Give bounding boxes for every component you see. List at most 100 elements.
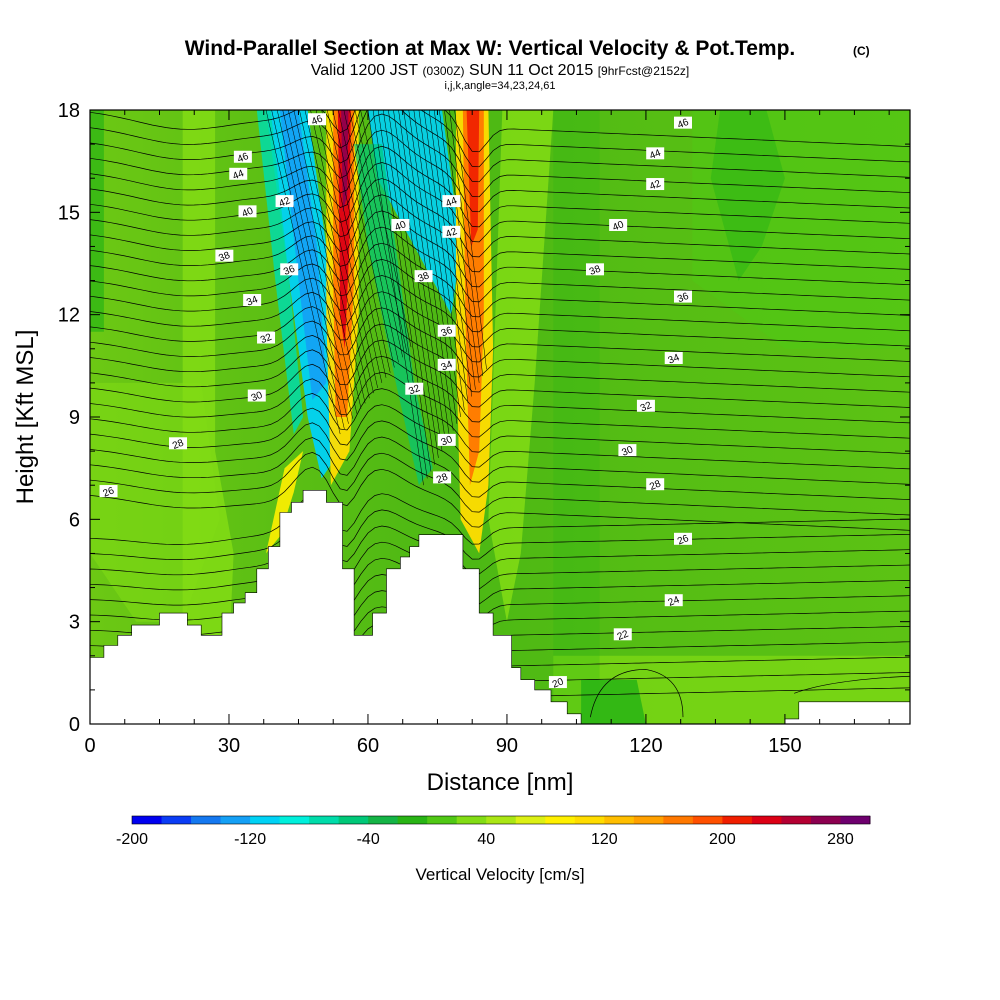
x-axis-label: Distance [nm] xyxy=(427,769,574,796)
isentrope-line xyxy=(326,110,387,378)
isentrope-line xyxy=(90,420,910,485)
colorbar-frame xyxy=(131,815,871,825)
contour-label: 30 xyxy=(620,444,635,459)
colorbar-segment xyxy=(161,816,192,824)
contour-label-box xyxy=(613,628,632,641)
contour-label: 34 xyxy=(440,359,455,374)
isentrope-line xyxy=(90,145,910,228)
colorbar-segment xyxy=(132,816,163,824)
contour-label: 40 xyxy=(240,205,255,220)
contour-label: 40 xyxy=(393,219,408,234)
colorbar-segment xyxy=(840,816,871,824)
updraft-band xyxy=(462,110,484,486)
contour-label-box xyxy=(391,218,410,231)
colorbar-segment xyxy=(250,816,281,824)
contour-labels: 20 22 24 26 26 28 28 28 30 30 30 32 32 32 34 34 34 36 36 36… xyxy=(99,113,692,691)
isentrope-line xyxy=(589,669,684,718)
field-band xyxy=(488,110,554,622)
terrain-mask xyxy=(90,490,910,724)
colorbar-segment xyxy=(427,816,458,824)
updraft-low xyxy=(266,451,304,554)
contour-label-box xyxy=(673,116,692,129)
contour-label-box xyxy=(673,290,692,303)
y-tick-label: 0 xyxy=(69,714,80,736)
isentrope-line xyxy=(90,210,910,288)
isentrope-line xyxy=(360,110,412,348)
contour-label: 40 xyxy=(611,219,626,234)
isentrope-line xyxy=(310,110,374,394)
subtitle-valid: Valid 1200 JST xyxy=(311,62,419,79)
isentrope-line xyxy=(90,242,910,318)
isentrope-line xyxy=(444,110,480,383)
grid-info: i,j,k,angle=34,23,24,61 xyxy=(444,80,555,92)
isentrope-line xyxy=(90,355,910,424)
isentrope-line xyxy=(271,110,345,429)
isentrope-line xyxy=(90,110,910,153)
subtitle-forecast: [9hrFcst@2152z] xyxy=(598,64,690,78)
contour-label: 36 xyxy=(440,325,455,340)
isentrope-line xyxy=(794,675,910,694)
subtitle-line: Valid 1200 JST (0300Z) SUN 11 Oct 2015 [… xyxy=(311,62,690,79)
x-tick-label: 90 xyxy=(496,735,518,757)
isentrope-line xyxy=(343,110,399,363)
updraft-core xyxy=(466,110,480,247)
contour-label: 44 xyxy=(444,195,459,210)
isentrope-line xyxy=(90,259,910,333)
contour-label-box xyxy=(233,150,252,163)
contour-label-box xyxy=(646,478,665,491)
title-copyright-mark: (C) xyxy=(853,44,870,58)
colorbar-tick-label: 40 xyxy=(477,831,495,848)
isentrope-line xyxy=(377,110,432,472)
x-tick-label: 60 xyxy=(357,735,379,757)
contour-label-box xyxy=(664,594,683,607)
isentrope-line xyxy=(454,110,487,370)
isentrope-line xyxy=(338,110,395,368)
isentrope-line xyxy=(90,452,910,516)
downdraft-edge xyxy=(256,110,304,435)
contour-label-box xyxy=(414,270,433,283)
isentrope-line xyxy=(90,178,910,258)
contour-label: 28 xyxy=(171,437,186,452)
contour-label: 20 xyxy=(551,676,566,691)
chart-title: Wind-Parallel Section at Max W: Vertical… xyxy=(185,37,796,60)
colorbar-segment xyxy=(574,816,605,824)
y-tick-label: 3 xyxy=(69,612,80,634)
contour-label-box xyxy=(243,294,262,307)
isentrope-line xyxy=(90,372,910,439)
field-band xyxy=(710,110,785,281)
contour-label: 46 xyxy=(236,151,251,166)
colorbar-segment xyxy=(309,816,340,824)
contour-label: 46 xyxy=(310,113,325,128)
contour-label: 28 xyxy=(435,472,450,487)
isentrope-line xyxy=(449,110,484,377)
plot-area: 20 22 24 26 26 28 28 28 30 30 30 32 32 32 34 34 34 36 36 36… xyxy=(90,110,910,724)
x-axis: 0 30 60 90 120 150 xyxy=(84,110,890,757)
contour-label-box xyxy=(247,389,266,402)
colorbar-tick-label: -120 xyxy=(234,831,266,848)
contour-label-box xyxy=(437,324,456,337)
isentrope-line xyxy=(388,110,439,458)
contour-label: 34 xyxy=(667,352,682,367)
contour-label-box xyxy=(280,263,299,276)
contour-label: 46 xyxy=(676,117,691,132)
contour-label: 36 xyxy=(676,291,691,306)
y-tick-label: 18 xyxy=(58,100,80,122)
isentrope-line xyxy=(293,110,362,409)
colorbar-tick-label: 200 xyxy=(709,831,736,848)
isentrope-line xyxy=(423,110,465,411)
contour-label-box xyxy=(442,195,461,208)
contour-label: 26 xyxy=(676,533,691,548)
isentrope-line xyxy=(332,110,391,373)
contour-label: 42 xyxy=(648,178,663,193)
colorbar-segment xyxy=(810,816,841,824)
contour-label-box xyxy=(646,147,665,160)
isentrope-line xyxy=(433,110,472,397)
isentrope-line xyxy=(282,110,353,419)
isentrope-line xyxy=(315,110,378,389)
isentrope-line xyxy=(276,110,349,424)
contour-label-box xyxy=(215,249,234,262)
isentrope-line xyxy=(90,226,910,303)
colorbar-segment xyxy=(338,816,369,824)
field-band xyxy=(553,110,600,724)
